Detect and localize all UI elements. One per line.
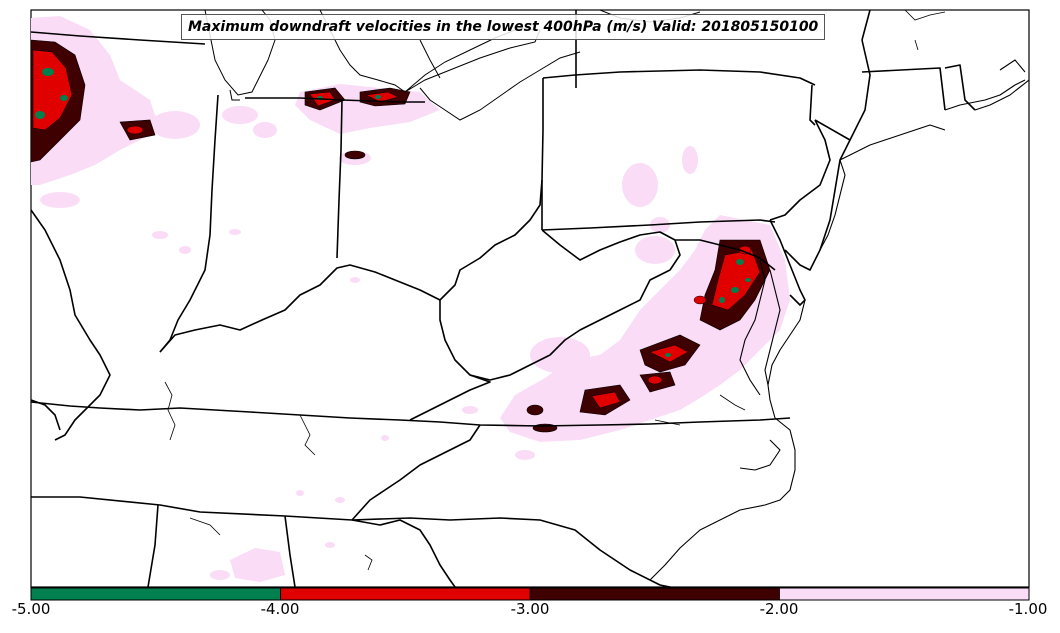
- colorbar-tick-label: -3.00: [510, 600, 550, 618]
- border-ky-north: [159, 264, 441, 353]
- map-title: Maximum downdraft velocities in the lowe…: [181, 14, 826, 40]
- coastlines: [649, 59, 1029, 581]
- border-tn-nc: [351, 424, 481, 521]
- colorbar-tick-label: -4.00: [260, 600, 300, 618]
- map-frame: [30, 9, 1030, 588]
- colorbar-bin-4: [779, 588, 1029, 600]
- colorbar-bin-1: [31, 588, 281, 600]
- border-in-oh: [336, 99, 343, 259]
- colorbar-tick-label: -5.00: [11, 600, 51, 618]
- inland-water-details: [164, 10, 946, 571]
- state-boundaries: [31, 10, 976, 587]
- colorbar-tick-label: -1.00: [1008, 600, 1048, 618]
- colorbar-bin-3: [530, 588, 780, 600]
- border-il-in: [159, 94, 219, 353]
- border-oh-pa: [541, 78, 544, 230]
- border-ky-tn-va-nc: [31, 401, 791, 427]
- colorbar-bin-2: [280, 588, 530, 600]
- downdraft-green-areas: [35, 68, 751, 357]
- colorbar-tick-label: -2.00: [759, 600, 799, 618]
- colorbar: [30, 587, 1030, 601]
